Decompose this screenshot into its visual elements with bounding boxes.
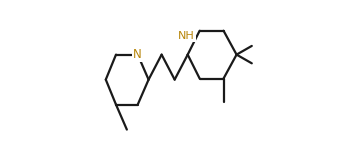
Text: NH: NH [178, 31, 195, 41]
Text: N: N [133, 48, 142, 61]
